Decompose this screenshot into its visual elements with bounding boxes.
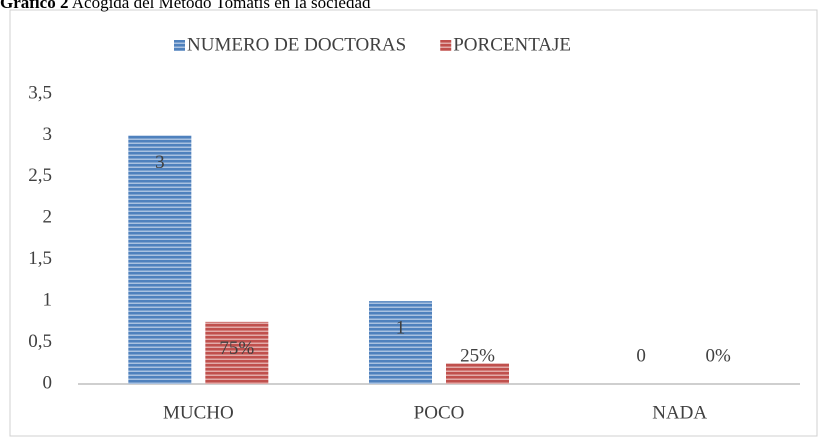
data-label: 0 bbox=[636, 345, 646, 366]
legend-label: PORCENTAJE bbox=[453, 34, 571, 55]
data-label: 0% bbox=[706, 345, 732, 366]
y-tick-label: 3 bbox=[43, 124, 53, 145]
data-label: 3 bbox=[155, 152, 165, 173]
title-text: Acogida del Método Tomatis en la socieda… bbox=[72, 0, 371, 12]
chart-title: Gráfico 2 Acogida del Método Tomatis en … bbox=[0, 0, 371, 12]
data-label: 1 bbox=[396, 318, 406, 339]
y-tick-label: 1,5 bbox=[28, 248, 52, 269]
x-tick-label: MUCHO bbox=[163, 402, 234, 423]
y-tick-label: 3,5 bbox=[28, 82, 52, 103]
bar bbox=[205, 321, 269, 384]
data-label: 75% bbox=[219, 338, 254, 359]
legend-swatch bbox=[440, 40, 452, 51]
x-tick-label: POCO bbox=[414, 402, 465, 423]
legend-label: NUMERO DE DOCTORAS bbox=[187, 34, 406, 55]
x-tick-label: NADA bbox=[652, 402, 707, 423]
bar bbox=[446, 363, 509, 384]
y-tick-label: 0 bbox=[43, 372, 53, 393]
legend-swatch bbox=[174, 40, 185, 51]
data-label: 25% bbox=[460, 345, 495, 366]
bar bbox=[369, 301, 432, 384]
y-tick-label: 2 bbox=[43, 207, 53, 228]
y-tick-label: 0,5 bbox=[28, 331, 52, 352]
bar bbox=[128, 135, 192, 384]
y-tick-label: 1 bbox=[43, 290, 53, 311]
y-tick-label: 2,5 bbox=[28, 165, 52, 186]
title-label: Gráfico 2 bbox=[0, 0, 68, 12]
